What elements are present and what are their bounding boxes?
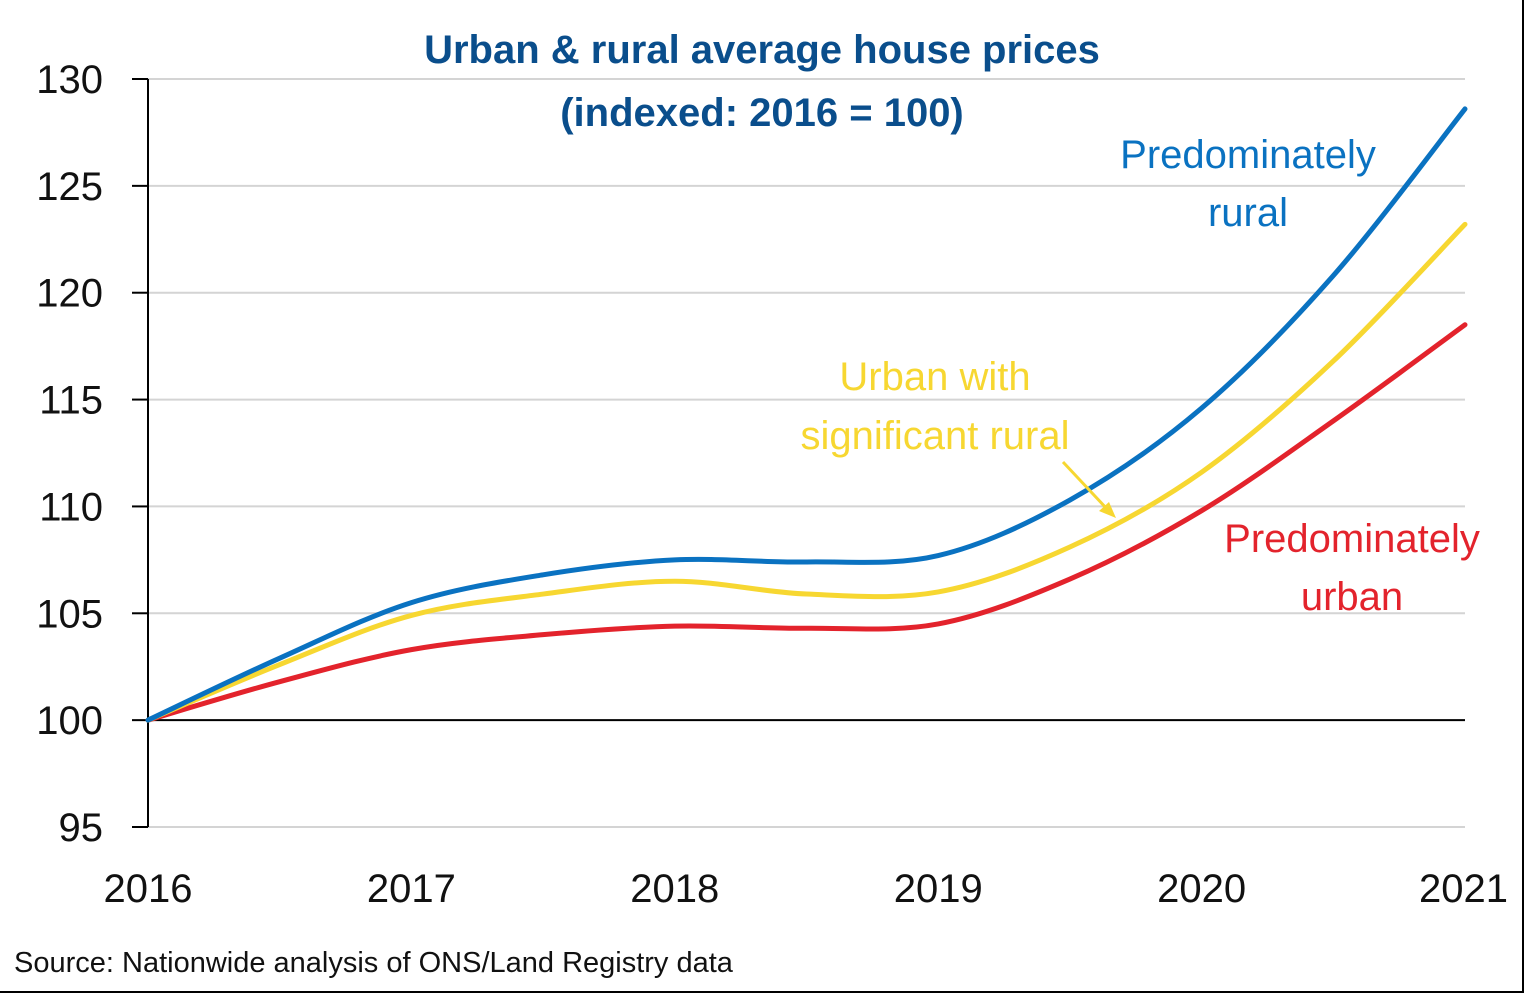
annotation-label: significant rural: [800, 414, 1069, 458]
series-line-predominately-rural: [145, 106, 1468, 723]
annotation-label: Predominately: [1224, 517, 1480, 561]
x-tick-label: 2018: [630, 867, 719, 911]
annotation-predominately-urban: Predominately urban: [1224, 517, 1480, 619]
source-note: Source: Nationwide analysis of ONS/Land …: [14, 947, 734, 979]
x-tick-label: 2019: [894, 867, 983, 911]
y-axis: 95 100 105 110 115 120 125 130: [36, 58, 149, 850]
y-tick-label: 120: [36, 272, 103, 316]
annotation-label: Predominately: [1120, 133, 1376, 177]
arrow-head-icon: [1099, 502, 1116, 518]
y-tick-label: 115: [39, 379, 103, 423]
annotation-label: rural: [1208, 191, 1288, 235]
annotation-label: Urban with: [839, 355, 1030, 399]
chart-title: Urban & rural average house prices: [424, 28, 1100, 72]
series-line-predominately-urban: [145, 322, 1468, 723]
series-lines: [145, 106, 1468, 723]
gridlines: [148, 78, 1465, 828]
x-axis: 2016 2017 2018 2019 2020 2021: [104, 867, 1508, 911]
y-tick-label: 110: [39, 485, 103, 529]
x-tick-label: 2017: [367, 867, 456, 911]
y-tick-label: 125: [36, 165, 103, 209]
annotation-label: urban: [1301, 575, 1403, 619]
annotation-arrow-line: [1061, 460, 1110, 512]
annotation-predominately-rural: Predominately rural: [1120, 133, 1376, 235]
y-tick-label: 105: [36, 592, 103, 636]
y-tick-label: 130: [36, 58, 103, 102]
annotation-urban-with-significant-rural: Urban with significant rural: [800, 355, 1116, 518]
series-line-urban-with-significant-rural: [145, 221, 1468, 723]
x-tick-label: 2021: [1419, 867, 1508, 911]
series-annotations: Predominately rural Urban with significant …: [800, 133, 1479, 619]
y-tick-label: 95: [59, 806, 104, 850]
x-tick-label: 2020: [1157, 867, 1246, 911]
x-tick-label: 2016: [104, 867, 193, 911]
y-tick-label: 100: [36, 699, 103, 743]
chart-subtitle: (indexed: 2016 = 100): [560, 91, 964, 135]
